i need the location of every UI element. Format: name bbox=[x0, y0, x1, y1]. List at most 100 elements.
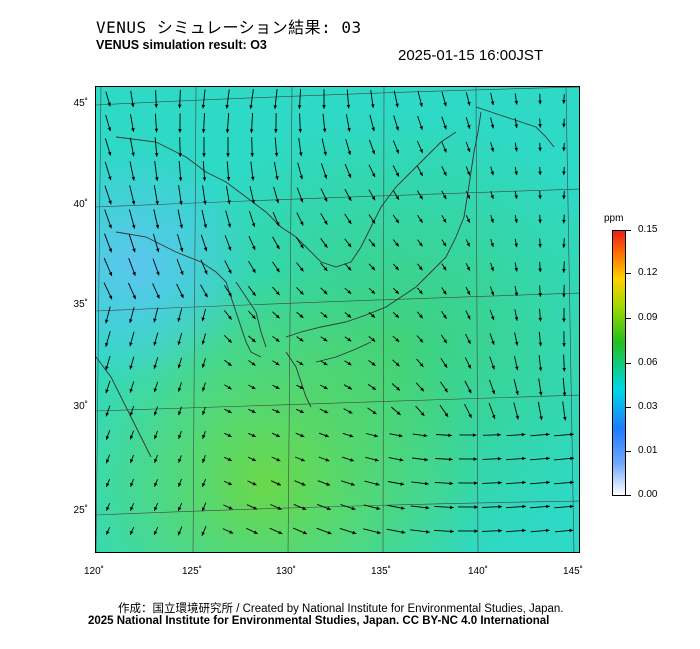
colorbar-tick bbox=[626, 318, 631, 319]
wind-arrow-head bbox=[448, 433, 452, 438]
wind-arrow-head bbox=[347, 196, 352, 201]
wind-arrow-head bbox=[474, 505, 478, 509]
wind-arrow-head bbox=[227, 223, 232, 228]
wind-arrow-head bbox=[472, 433, 477, 437]
colorbar-tick bbox=[626, 273, 631, 274]
wind-arrow-head bbox=[562, 244, 566, 248]
wind-arrow-head bbox=[106, 506, 110, 511]
wind-arrow-head bbox=[521, 432, 526, 437]
wind-arrow-head bbox=[129, 365, 133, 370]
wind-arrow-head bbox=[201, 317, 205, 322]
wind-arrow-head bbox=[569, 504, 574, 509]
wind-arrow-head bbox=[132, 248, 136, 253]
wind-arrow-head bbox=[129, 319, 133, 323]
wind-arrow-head bbox=[252, 268, 256, 273]
credit-text: 作成：国立環境研究所 / Created by National Institu… bbox=[118, 603, 564, 615]
wind-arrow-head bbox=[203, 247, 208, 252]
wind-arrow-head bbox=[177, 364, 182, 369]
wind-arrow-head bbox=[177, 387, 182, 392]
wind-arrow-head bbox=[275, 314, 280, 319]
wind-arrow-head bbox=[467, 124, 471, 129]
wind-arrow-head bbox=[156, 294, 160, 299]
wind-arrow-head bbox=[202, 434, 206, 439]
wind-arrow-head bbox=[252, 457, 256, 461]
wind-arrow-head bbox=[325, 458, 330, 462]
wind-arrow-head bbox=[106, 482, 110, 487]
wind-arrow-head bbox=[546, 456, 550, 461]
wind-arrow-head bbox=[419, 195, 423, 200]
wind-arrow-head bbox=[228, 292, 232, 297]
wind-arrow-head bbox=[180, 271, 184, 275]
wind-arrow-head bbox=[443, 102, 447, 107]
wind-arrow-head bbox=[371, 196, 376, 201]
wind-arrow-head bbox=[468, 413, 472, 418]
wind-arrow-head bbox=[375, 482, 380, 486]
wind-arrow-head bbox=[443, 148, 447, 153]
wind-arrow-head bbox=[419, 338, 423, 343]
wind-arrow-head bbox=[177, 317, 181, 322]
wind-arrow-head bbox=[376, 506, 381, 510]
wind-arrow-head bbox=[153, 388, 158, 393]
wind-arrow-head bbox=[130, 459, 134, 463]
wind-arrow-head bbox=[131, 200, 136, 205]
wind-arrow-head bbox=[396, 386, 400, 391]
wind-arrow-head bbox=[563, 416, 567, 421]
wind-arrow-head bbox=[225, 129, 230, 133]
wind-arrow-head bbox=[399, 458, 404, 462]
wind-arrow-head bbox=[347, 127, 351, 132]
wind-arrow-head bbox=[251, 222, 256, 227]
wind-arrow-head bbox=[514, 100, 519, 105]
wind-arrow-head bbox=[444, 412, 449, 417]
wind-arrow-head bbox=[490, 218, 494, 223]
wind-arrow-head bbox=[204, 270, 208, 275]
wind-arrow-head bbox=[323, 197, 328, 202]
wind-arrow-head bbox=[130, 530, 134, 535]
wind-arrow-head bbox=[202, 153, 206, 157]
wind-arrow-head bbox=[395, 314, 399, 318]
wind-arrow-head bbox=[300, 244, 304, 249]
wind-arrow-head bbox=[276, 268, 280, 273]
wind-arrow-head bbox=[514, 219, 518, 223]
wind-arrow-head bbox=[467, 101, 471, 106]
wind-arrow-head bbox=[466, 291, 470, 295]
page-title-jp: VENUS シミュレーション結果: 03 bbox=[96, 18, 362, 37]
wind-arrow-head bbox=[538, 195, 542, 199]
wind-arrow-head bbox=[177, 341, 181, 345]
wind-arrow-head bbox=[323, 151, 327, 156]
lon-label-120: 120˚ bbox=[83, 566, 104, 577]
wind-arrow-head bbox=[202, 458, 206, 463]
lon-label-125: 125˚ bbox=[181, 566, 202, 577]
wind-arrow-head bbox=[442, 195, 447, 200]
wind-arrow-head bbox=[299, 198, 304, 203]
wind-arrow-head bbox=[154, 153, 159, 157]
wind-arrow-head bbox=[276, 433, 280, 437]
wind-arrow-head bbox=[251, 385, 256, 389]
wind-arrow-head bbox=[323, 174, 328, 179]
wind-arrow-head bbox=[204, 293, 208, 298]
wind-arrow-head bbox=[467, 389, 472, 394]
wind-arrow-head bbox=[273, 105, 278, 109]
wind-arrow-head bbox=[522, 528, 526, 533]
wind-arrow-head bbox=[299, 290, 304, 295]
wind-arrow-head bbox=[443, 171, 447, 176]
wind-arrow-head bbox=[324, 220, 328, 225]
wind-arrow-head bbox=[538, 342, 543, 347]
wind-arrow-head bbox=[301, 482, 306, 486]
wind-arrow-head bbox=[228, 315, 232, 320]
wind-arrow-head bbox=[298, 129, 303, 133]
wind-arrow-head bbox=[491, 390, 496, 395]
colorbar-tick bbox=[626, 363, 631, 364]
wind-arrow-head bbox=[228, 481, 233, 486]
wind-arrow-head bbox=[442, 290, 447, 295]
ozone-map[interactable] bbox=[95, 86, 580, 553]
wind-arrow-head bbox=[346, 104, 351, 109]
wind-arrow-head bbox=[474, 529, 478, 533]
wind-arrow-head bbox=[275, 361, 280, 366]
wind-arrow-head bbox=[371, 290, 375, 294]
wind-arrow-head bbox=[179, 224, 183, 229]
wind-arrow-head bbox=[323, 243, 328, 248]
wind-arrow-head bbox=[251, 433, 256, 437]
wind-arrow-head bbox=[179, 201, 183, 205]
wind-arrow-head bbox=[538, 219, 542, 224]
wind-arrow-head bbox=[108, 248, 112, 253]
